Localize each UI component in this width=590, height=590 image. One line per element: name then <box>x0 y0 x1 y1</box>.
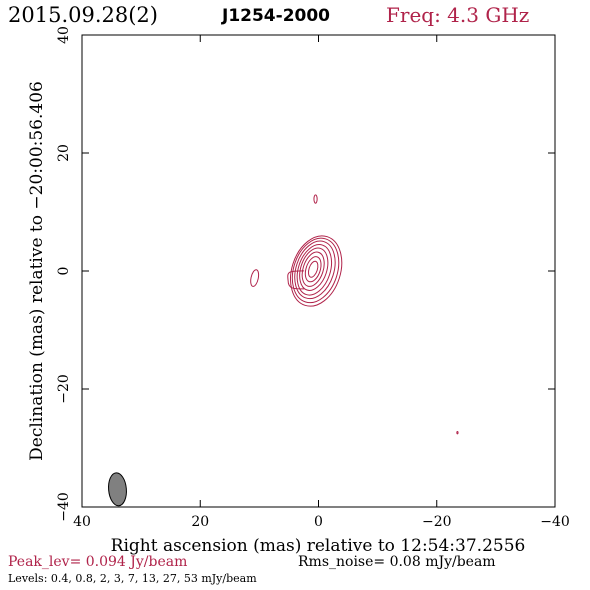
y-tick-label: −40 <box>56 492 72 522</box>
contour-core-ring <box>296 244 333 296</box>
contour-tiny-spot <box>456 430 459 435</box>
contour-core-ring <box>307 260 319 278</box>
contour-core-ring <box>294 240 336 300</box>
y-tick-label: 20 <box>56 144 72 162</box>
y-tick-labels: −40 −20 0 20 40 <box>56 26 72 522</box>
contour-core-ring <box>299 247 329 291</box>
x-tick-labels: 40 20 0 −20 −40 <box>73 514 570 530</box>
plot-frame <box>81 34 556 508</box>
beam-ellipse <box>108 472 127 507</box>
contour-north-knot <box>313 194 318 204</box>
contour-eastern-extension <box>287 270 305 290</box>
x-tick-label: 0 <box>314 514 323 530</box>
observation-date: 2015.09.28(2) <box>8 3 158 27</box>
contour-core-ring <box>290 235 343 307</box>
contour-levels-note: Levels: 0.4, 0.8, 2, 3, 7, 13, 27, 53 mJ… <box>8 572 257 585</box>
frequency-label: Freq: 4.3 GHz <box>386 3 529 27</box>
contour-core-ring <box>301 251 325 287</box>
restoring-beam <box>108 472 127 507</box>
x-tick-label: 40 <box>73 514 91 530</box>
peak-level: Peak_lev= 0.094 Jy/beam <box>8 554 187 570</box>
y-tick-label: −20 <box>56 374 72 404</box>
contour-east-knot <box>250 269 260 287</box>
axis-ticks <box>81 34 556 508</box>
y-tick-label: 0 <box>56 267 72 276</box>
contour-map <box>250 194 459 435</box>
y-axis-label: Declination (mas) relative to −20:00:56.… <box>27 81 47 461</box>
contour-core-ring <box>304 256 322 283</box>
x-tick-label: −20 <box>422 514 452 530</box>
y-tick-label: 40 <box>56 26 72 44</box>
rms-noise: Rms_noise= 0.08 mJy/beam <box>298 554 496 570</box>
x-axis-label: Right ascension (mas) relative to 12:54:… <box>111 536 526 556</box>
source-name: J1254-2000 <box>221 6 330 26</box>
contour-core-ring <box>291 237 340 304</box>
x-tick-label: −40 <box>540 514 570 530</box>
x-tick-label: 20 <box>191 514 209 530</box>
